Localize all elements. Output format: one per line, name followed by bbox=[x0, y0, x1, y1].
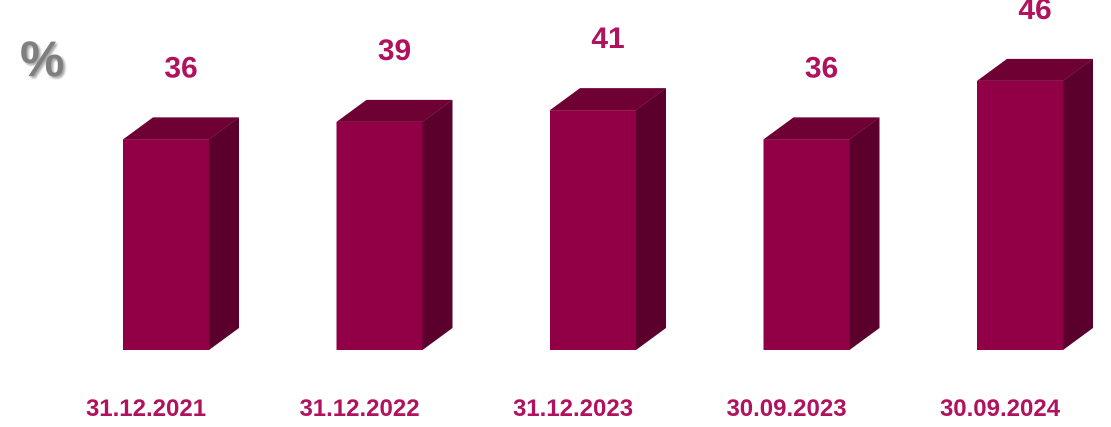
bar bbox=[123, 117, 239, 351]
category-label: 31.12.2022 bbox=[299, 395, 419, 422]
data-label: 39 bbox=[378, 34, 411, 67]
bar-side-face bbox=[209, 117, 239, 351]
bar-front-face bbox=[763, 139, 850, 350]
bar-top-face bbox=[336, 99, 453, 122]
bar-top-face bbox=[550, 88, 666, 111]
bar-top-face bbox=[123, 117, 239, 140]
bar-front-face bbox=[550, 110, 636, 351]
bar bbox=[763, 117, 880, 351]
bar-side-face bbox=[636, 88, 666, 351]
bar-side-face bbox=[849, 117, 880, 351]
data-label: 41 bbox=[591, 22, 624, 55]
bar-side-face bbox=[422, 99, 453, 350]
bar-front-face bbox=[123, 139, 209, 350]
category-label: 31.12.2021 bbox=[86, 395, 206, 422]
bar bbox=[977, 58, 1093, 351]
bar-side-face bbox=[1063, 58, 1093, 351]
category-label: 30.09.2023 bbox=[726, 395, 846, 422]
data-label: 36 bbox=[805, 51, 838, 84]
data-label: 36 bbox=[164, 51, 197, 84]
category-labels-group: 31.12.2021 31.12.2022 31.12.2023 30.09.2023… bbox=[86, 395, 1061, 422]
bar bbox=[550, 88, 666, 351]
unit-label: % bbox=[20, 31, 65, 87]
category-label: 30.09.2024 bbox=[940, 395, 1061, 422]
data-label: 46 bbox=[1018, 0, 1051, 26]
bar-top-face bbox=[763, 117, 880, 140]
bar-front-face bbox=[336, 121, 423, 350]
bars-group bbox=[123, 58, 1093, 351]
bar-front-face bbox=[977, 80, 1063, 351]
bar bbox=[336, 99, 453, 350]
value-labels-group: 36 39 41 36 46 bbox=[164, 0, 1051, 84]
bar-top-face bbox=[977, 58, 1093, 81]
category-label: 31.12.2023 bbox=[513, 395, 633, 422]
